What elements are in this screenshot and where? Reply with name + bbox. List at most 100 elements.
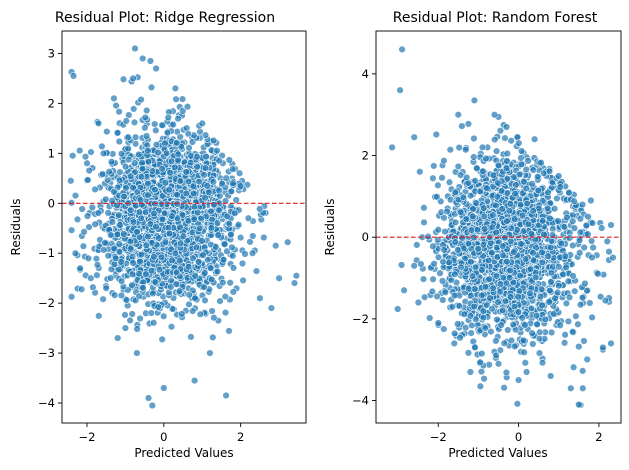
- ridge-residual-point: [210, 314, 218, 322]
- random-forest-residual-point: [583, 287, 591, 295]
- random-forest-residual-point: [511, 342, 519, 351]
- random-forest-residual-point: [472, 315, 480, 323]
- random-forest-residual-point: [413, 241, 421, 249]
- random-forest-residual-point: [562, 299, 571, 308]
- random-forest-residual-point: [440, 157, 448, 165]
- random-forest-outlier-point: [466, 368, 475, 376]
- random-forest-residual-point: [536, 292, 545, 301]
- ridge-y-tick-label: −2: [38, 296, 55, 310]
- ridge-residual-point: [174, 115, 182, 123]
- ridge-residual-point: [143, 106, 151, 115]
- random-forest-residual-point: [468, 321, 476, 330]
- random-forest-residual-point: [575, 342, 583, 351]
- ridge-plot-frame: [61, 30, 307, 424]
- random-forest-residual-point: [544, 252, 552, 260]
- ridge-outlier-point: [256, 294, 264, 302]
- ridge-y-tick-label: 0: [48, 196, 55, 210]
- ridge-residual-point: [128, 281, 136, 289]
- ridge-residual-point: [190, 215, 198, 223]
- random-forest-residual-point: [547, 278, 555, 286]
- ridge-residual-point: [111, 291, 119, 299]
- random-forest-residual-point: [493, 315, 501, 324]
- random-forest-residual-point: [476, 358, 484, 366]
- ridge-residual-point: [218, 180, 226, 188]
- random-forest-y-tick-label: 2: [362, 149, 369, 163]
- ridge-residual-point: [158, 215, 167, 224]
- ridge-residual-point: [130, 105, 138, 113]
- random-forest-residual-point: [538, 359, 547, 367]
- ridge-residual-point: [141, 113, 149, 122]
- ridge-residual-point: [201, 296, 209, 305]
- ridge-residual-point: [252, 267, 261, 275]
- random-forest-residual-point: [430, 260, 438, 268]
- random-forest-residual-panel: Residual Plot: Random Forest −2 0 2 −4−202…: [323, 10, 622, 460]
- random-forest-residual-point: [451, 238, 459, 246]
- random-forest-residual-point: [565, 293, 574, 302]
- random-forest-residual-point: [524, 220, 533, 228]
- random-forest-residual-point: [605, 248, 613, 256]
- ridge-residual-point: [77, 285, 86, 293]
- ridge-residual-point: [209, 136, 218, 145]
- ridge-residual-point: [192, 243, 201, 252]
- ridge-residual-point: [171, 249, 180, 257]
- ridge-residual-point: [144, 147, 152, 155]
- ridge-residual-point: [222, 174, 230, 182]
- random-forest-residual-point: [466, 192, 475, 200]
- ridge-residual-point: [124, 155, 133, 164]
- random-forest-residual-point: [429, 174, 437, 182]
- ridge-residual-point: [83, 212, 92, 220]
- ridge-residual-point: [142, 241, 151, 250]
- random-forest-residual-point: [457, 208, 465, 216]
- random-forest-residual-point: [565, 189, 573, 197]
- ridge-residual-point: [107, 274, 115, 282]
- random-forest-residual-point: [493, 193, 502, 201]
- ridge-residual-point: [113, 129, 122, 137]
- random-forest-outlier-point: [476, 382, 485, 390]
- ridge-residual-point: [173, 191, 181, 199]
- random-forest-outlier-point: [607, 339, 615, 348]
- ridge-residual-point: [133, 325, 141, 333]
- ridge-residual-point: [182, 168, 190, 176]
- random-forest-residual-point: [497, 187, 506, 195]
- random-forest-residual-point: [546, 286, 554, 295]
- ridge-residual-point: [122, 184, 130, 192]
- random-forest-residual-point: [553, 194, 561, 203]
- random-forest-residual-point: [494, 161, 503, 170]
- random-forest-residual-point: [420, 204, 428, 212]
- random-forest-residual-point: [528, 329, 536, 337]
- ridge-residual-point: [148, 167, 157, 175]
- random-forest-residual-point: [529, 249, 537, 257]
- ridge-residual-point: [158, 335, 166, 344]
- ridge-residual-point: [122, 117, 130, 125]
- ridge-residual-point: [115, 108, 123, 116]
- ridge-residual-point: [201, 131, 210, 139]
- ridge-residual-point: [215, 157, 223, 165]
- random-forest-residual-point: [556, 321, 564, 329]
- ridge-residual-point: [158, 121, 166, 129]
- random-forest-residual-point: [534, 186, 542, 195]
- ridge-residual-point: [229, 288, 237, 296]
- ridge-residual-point: [179, 107, 187, 115]
- ridge-residual-point: [104, 209, 112, 217]
- random-forest-residual-point: [483, 184, 491, 192]
- ridge-residual-point: [225, 156, 233, 164]
- ridge-residual-point: [136, 314, 144, 323]
- ridge-y-tick-label: 1: [48, 146, 55, 160]
- random-forest-residual-point: [576, 301, 585, 309]
- random-forest-residual-point: [440, 325, 448, 333]
- ridge-residual-point: [173, 139, 181, 147]
- ridge-residual-point: [184, 263, 193, 271]
- random-forest-residual-point: [513, 400, 522, 408]
- ridge-y-tick-label: −3: [38, 346, 55, 360]
- ridge-residual-point: [188, 307, 197, 315]
- ridge-residual-point: [112, 101, 120, 110]
- ridge-residual-point: [91, 220, 99, 228]
- random-forest-residual-point: [494, 179, 502, 187]
- random-forest-residual-point: [471, 263, 480, 271]
- ridge-outlier-point: [229, 179, 237, 187]
- ridge-residual-point: [71, 191, 80, 200]
- random-forest-residual-point: [481, 283, 490, 291]
- random-forest-residual-point: [514, 293, 522, 301]
- random-forest-residual-point: [518, 314, 526, 322]
- random-forest-residual-point: [511, 215, 519, 223]
